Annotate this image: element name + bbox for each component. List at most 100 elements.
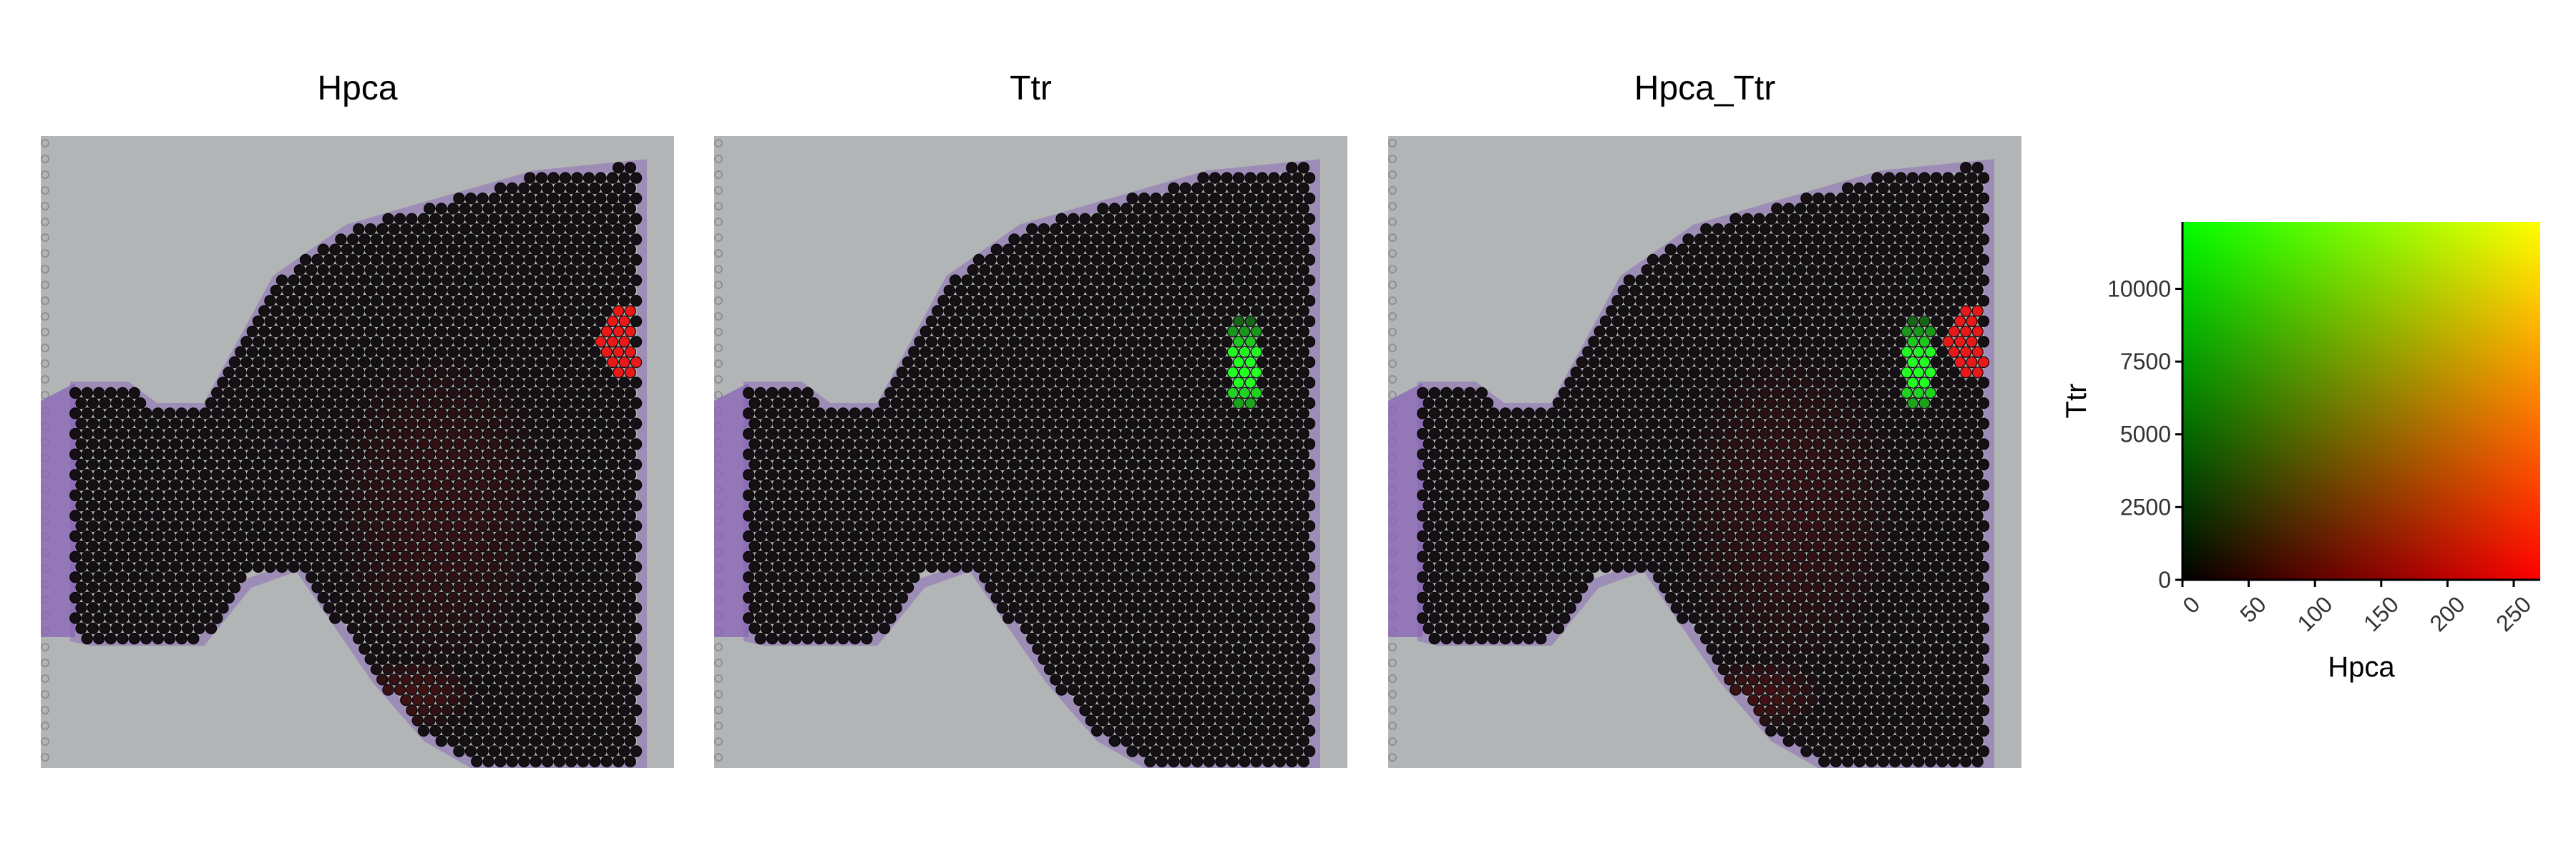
spot bbox=[335, 294, 347, 307]
spot bbox=[1032, 274, 1044, 286]
spot bbox=[187, 489, 200, 502]
spot bbox=[1108, 387, 1121, 399]
spot bbox=[1297, 387, 1310, 399]
spot bbox=[1871, 438, 1883, 450]
spot bbox=[1232, 377, 1245, 389]
spot bbox=[406, 336, 418, 348]
spot bbox=[1179, 182, 1192, 195]
spot bbox=[1256, 745, 1269, 757]
spot bbox=[908, 571, 920, 583]
spot bbox=[353, 510, 365, 522]
spot bbox=[1168, 550, 1180, 563]
fiducial-dot bbox=[1388, 690, 1397, 699]
spot bbox=[1114, 377, 1127, 389]
spot bbox=[772, 458, 784, 471]
spot bbox=[1717, 377, 1730, 389]
spot bbox=[311, 540, 323, 553]
spot bbox=[1913, 367, 1925, 379]
spot bbox=[1121, 346, 1133, 358]
spot bbox=[624, 530, 637, 543]
spot bbox=[890, 438, 902, 450]
spot bbox=[1161, 663, 1174, 676]
spot bbox=[1688, 346, 1700, 358]
spot bbox=[1977, 417, 1990, 430]
spot bbox=[1611, 397, 1624, 409]
spot bbox=[890, 397, 902, 409]
spot bbox=[606, 315, 619, 327]
spot bbox=[861, 427, 873, 440]
spot bbox=[1966, 438, 1978, 450]
spot bbox=[110, 438, 123, 450]
spot bbox=[1203, 755, 1216, 767]
spot bbox=[1470, 417, 1482, 430]
spot bbox=[494, 407, 507, 419]
spot bbox=[1061, 489, 1073, 502]
spot bbox=[1221, 704, 1233, 717]
spot bbox=[424, 264, 436, 276]
spot bbox=[435, 550, 448, 563]
spot bbox=[530, 284, 542, 297]
spot bbox=[1144, 612, 1156, 624]
spot bbox=[235, 407, 247, 419]
spot bbox=[600, 387, 613, 399]
spot bbox=[1848, 458, 1860, 471]
spot bbox=[1877, 427, 1890, 440]
fiducial-dot bbox=[41, 218, 49, 226]
spot bbox=[282, 530, 294, 543]
spot bbox=[1203, 223, 1216, 236]
spot bbox=[205, 622, 218, 635]
spot bbox=[1700, 387, 1712, 399]
spot bbox=[293, 367, 306, 379]
spot bbox=[1256, 724, 1269, 737]
spot bbox=[1729, 356, 1742, 369]
spot bbox=[837, 591, 849, 604]
spot bbox=[1297, 346, 1310, 358]
spot bbox=[565, 469, 577, 481]
fiducial-dot bbox=[1388, 737, 1397, 746]
spot bbox=[582, 520, 595, 533]
spot bbox=[1032, 233, 1044, 246]
spot bbox=[1262, 550, 1274, 563]
spot bbox=[494, 632, 507, 645]
spot bbox=[152, 591, 164, 604]
spot bbox=[849, 469, 861, 481]
spot bbox=[441, 581, 454, 593]
spot bbox=[925, 417, 938, 430]
spot bbox=[1274, 407, 1287, 419]
spot bbox=[346, 274, 359, 286]
spot bbox=[417, 663, 430, 676]
spot bbox=[1097, 243, 1109, 256]
spot bbox=[400, 489, 412, 502]
spot bbox=[760, 520, 773, 533]
spot bbox=[1682, 233, 1694, 246]
spot bbox=[477, 500, 489, 512]
spot bbox=[1493, 417, 1506, 430]
spot bbox=[772, 560, 784, 573]
spot bbox=[1121, 407, 1133, 419]
spot bbox=[205, 520, 218, 533]
spot bbox=[547, 294, 560, 307]
spot bbox=[406, 438, 418, 450]
spot bbox=[1209, 458, 1221, 471]
spot bbox=[1061, 264, 1073, 276]
spot bbox=[424, 530, 436, 543]
spot bbox=[1174, 663, 1186, 676]
spot bbox=[1297, 510, 1310, 522]
spot bbox=[1606, 407, 1618, 419]
spot bbox=[1121, 305, 1133, 317]
spot bbox=[559, 622, 572, 635]
spot bbox=[1138, 213, 1151, 225]
spot bbox=[1038, 367, 1050, 379]
spot bbox=[1729, 417, 1742, 430]
spot bbox=[589, 182, 601, 195]
spot bbox=[1812, 397, 1825, 409]
spot bbox=[482, 407, 495, 419]
spot bbox=[122, 479, 135, 491]
spot bbox=[506, 427, 519, 440]
spot bbox=[110, 560, 123, 573]
spot bbox=[341, 550, 353, 563]
spot bbox=[1191, 223, 1204, 236]
spot bbox=[1050, 530, 1062, 543]
spot bbox=[376, 653, 389, 665]
spot bbox=[353, 550, 365, 563]
